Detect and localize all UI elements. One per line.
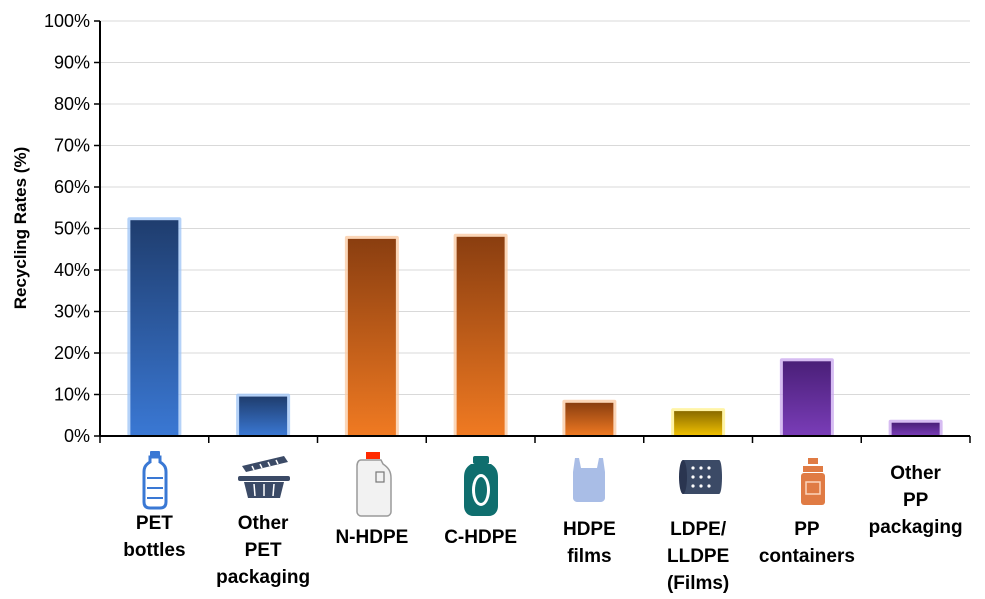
gridlines xyxy=(100,20,970,395)
bar xyxy=(891,422,940,436)
bar xyxy=(130,220,179,436)
bar xyxy=(565,402,614,436)
pet-bottle-icon xyxy=(142,451,168,510)
y-axis-label: Recycling Rates (%) xyxy=(11,147,30,310)
bar xyxy=(782,361,831,436)
y-tick-label: 90% xyxy=(54,53,90,73)
bar xyxy=(674,411,723,436)
hdpe-detergent-bottle-icon xyxy=(464,456,498,516)
plastic-bag-icon xyxy=(573,458,605,502)
film-roll-icon xyxy=(679,460,722,494)
y-tick-label: 80% xyxy=(54,94,90,114)
y-axis-ticks: 0% 10% 20% 30% 40% 50% 60% 70% 80% 90% 100% xyxy=(44,11,100,446)
y-tick-label: 60% xyxy=(54,177,90,197)
x-category-label: PP containers xyxy=(758,519,855,567)
x-category-label: HDPE films xyxy=(562,519,616,567)
pet-tray-icon xyxy=(238,456,290,498)
y-tick-label: 70% xyxy=(54,136,90,156)
hdpe-jug-icon xyxy=(356,452,392,517)
y-tick-label: 30% xyxy=(54,302,90,322)
y-tick-label: 100% xyxy=(44,11,90,31)
y-tick-label: 40% xyxy=(54,260,90,280)
x-category-label: Other PP packaging xyxy=(868,463,963,538)
bar xyxy=(456,236,505,436)
x-category-label: C-HDPE xyxy=(444,527,518,548)
bar xyxy=(239,396,288,436)
pp-container-icon xyxy=(801,458,825,505)
y-tick-label: 10% xyxy=(54,385,90,405)
x-category-label: LDPE/ LLDPE (Films) xyxy=(666,519,730,594)
bars xyxy=(127,217,943,436)
x-axis-ticks xyxy=(99,436,971,443)
bar xyxy=(347,238,396,436)
y-tick-label: 20% xyxy=(54,343,90,363)
y-tick-label: 0% xyxy=(64,426,90,446)
x-category-label: N-HDPE xyxy=(335,527,409,548)
y-tick-label: 50% xyxy=(54,219,90,239)
x-category-label: Other PET packaging xyxy=(216,513,311,588)
x-category-label: PET bottles xyxy=(123,513,186,561)
